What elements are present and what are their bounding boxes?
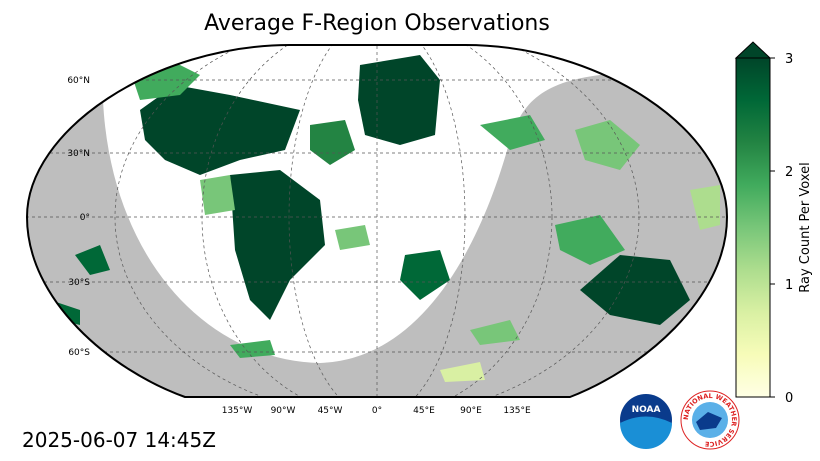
noaa-logo: NOAA (620, 394, 672, 449)
longitude-label: 0° (372, 406, 382, 416)
longitude-label: 90°W (271, 406, 296, 416)
colorbar-tick-label: 2 (785, 165, 793, 180)
longitude-label: 135°W (222, 406, 253, 416)
latitude-labels: 60°N 30°N 0° 30°S 60°S (67, 76, 90, 358)
colorbar-tick-label: 0 (785, 391, 793, 406)
noaa-text: NOAA (632, 405, 661, 415)
longitude-label: 90°E (460, 406, 482, 416)
longitude-label: 45°E (413, 406, 435, 416)
colorbar-tick-label: 1 (785, 278, 793, 293)
observation-blobs (50, 55, 720, 382)
latitude-label: 60°N (67, 76, 90, 86)
colorbar-extension (734, 41, 772, 59)
colorbar-label: Ray Count Per Voxel (798, 162, 813, 292)
map (27, 45, 727, 397)
longitude-label: 45°W (318, 406, 343, 416)
map-title: Average F-Region Observations (204, 11, 550, 36)
latitude-label: 0° (80, 213, 90, 223)
latitude-label: 30°N (67, 149, 90, 159)
colorbar: 0 1 2 3 Ray Count Per Voxel (734, 41, 813, 406)
colorbar-fill (735, 57, 771, 398)
colorbar-tick-label: 3 (785, 52, 793, 67)
latitude-label: 30°S (68, 278, 90, 288)
longitude-label: 135°E (503, 406, 531, 416)
longitude-labels: 135°W 90°W 45°W 0° 45°E 90°E 135°E (222, 406, 531, 416)
timestamp: 2025-06-07 14:45Z (22, 428, 216, 452)
latitude-label: 60°S (68, 348, 90, 358)
nws-logo: NATIONAL WEATHER SERVICE (680, 390, 740, 450)
